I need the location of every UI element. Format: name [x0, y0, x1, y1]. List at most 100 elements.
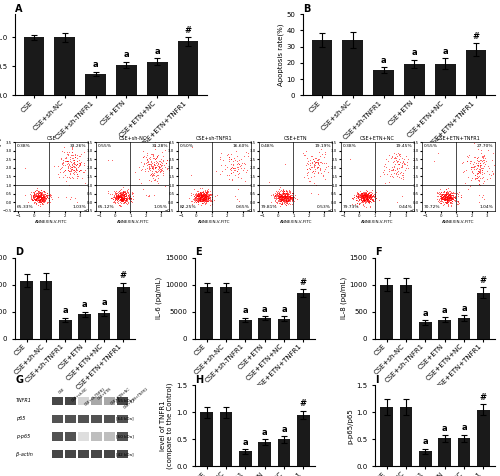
Point [39, 195, 47, 202]
Point [360, 189, 368, 197]
Point [142, 161, 150, 169]
Text: 1.04%: 1.04% [480, 205, 494, 209]
Point [244, 149, 252, 157]
Point [200, 188, 207, 196]
Point [38, 196, 46, 203]
Point [446, 190, 454, 198]
Point [48, 195, 56, 202]
Point [312, 159, 320, 167]
Point [60, 171, 68, 178]
Point [114, 192, 122, 199]
Point [34, 201, 42, 208]
Point [198, 191, 206, 199]
Point [392, 154, 400, 162]
Point [287, 194, 295, 201]
Point [450, 196, 458, 204]
Point [234, 186, 242, 193]
Point [442, 186, 450, 193]
Point [394, 157, 402, 165]
Point [208, 194, 216, 201]
Point [448, 194, 456, 201]
Point [291, 194, 299, 201]
Text: a: a [262, 428, 268, 437]
Point [362, 193, 370, 200]
Point [34, 191, 42, 198]
Point [122, 187, 130, 194]
Point [36, 188, 44, 196]
Point [230, 157, 237, 165]
Point [282, 201, 290, 209]
Text: CSE+ETN+TNFR1: CSE+ETN+TNFR1 [122, 387, 149, 410]
Point [38, 197, 46, 205]
Point [360, 192, 368, 199]
Point [366, 195, 374, 202]
Point [446, 193, 454, 201]
Point [160, 162, 168, 169]
Point [58, 163, 66, 170]
Point [444, 194, 452, 201]
Point [365, 192, 373, 199]
Point [358, 189, 366, 197]
Point [454, 198, 462, 206]
Point [200, 194, 207, 201]
Point [280, 192, 288, 199]
Point [60, 157, 68, 164]
Point [158, 167, 166, 174]
Point [70, 167, 78, 174]
Point [367, 194, 375, 202]
Point [278, 192, 285, 199]
Point [120, 192, 128, 199]
Point [282, 194, 290, 201]
Point [72, 160, 80, 168]
Point [359, 191, 367, 198]
Point [472, 173, 480, 180]
Point [190, 195, 198, 203]
Point [202, 194, 210, 202]
Point [158, 149, 166, 156]
Point [278, 195, 286, 203]
Point [146, 172, 154, 179]
Point [272, 192, 280, 199]
Point [118, 194, 126, 202]
Point [112, 191, 120, 199]
Point [116, 196, 124, 203]
Point [202, 191, 210, 198]
Point [280, 194, 288, 201]
Point [80, 168, 88, 176]
Point [194, 192, 202, 199]
Point [366, 193, 374, 201]
Point [281, 193, 289, 200]
Point [34, 187, 42, 195]
Point [146, 155, 154, 162]
Point [314, 159, 322, 166]
Point [70, 158, 78, 166]
Point [242, 148, 250, 156]
Point [194, 190, 202, 198]
Point [474, 158, 482, 165]
Point [232, 167, 240, 175]
Point [362, 195, 370, 203]
Point [442, 194, 450, 201]
Point [302, 171, 310, 179]
Point [70, 156, 78, 164]
Point [272, 191, 280, 198]
Point [362, 194, 370, 201]
Point [34, 189, 42, 197]
Text: 1.05%: 1.05% [154, 205, 168, 209]
Point [70, 166, 78, 173]
Point [64, 149, 72, 156]
Point [33, 192, 41, 199]
Point [184, 195, 192, 202]
Point [370, 192, 378, 200]
Point [224, 171, 232, 179]
Point [188, 144, 196, 151]
Point [366, 193, 374, 200]
Point [62, 193, 70, 200]
Point [278, 188, 286, 195]
Point [151, 164, 159, 172]
Point [472, 170, 480, 178]
Point [277, 191, 285, 198]
Point [280, 198, 288, 206]
Point [444, 191, 452, 199]
Point [390, 162, 398, 170]
